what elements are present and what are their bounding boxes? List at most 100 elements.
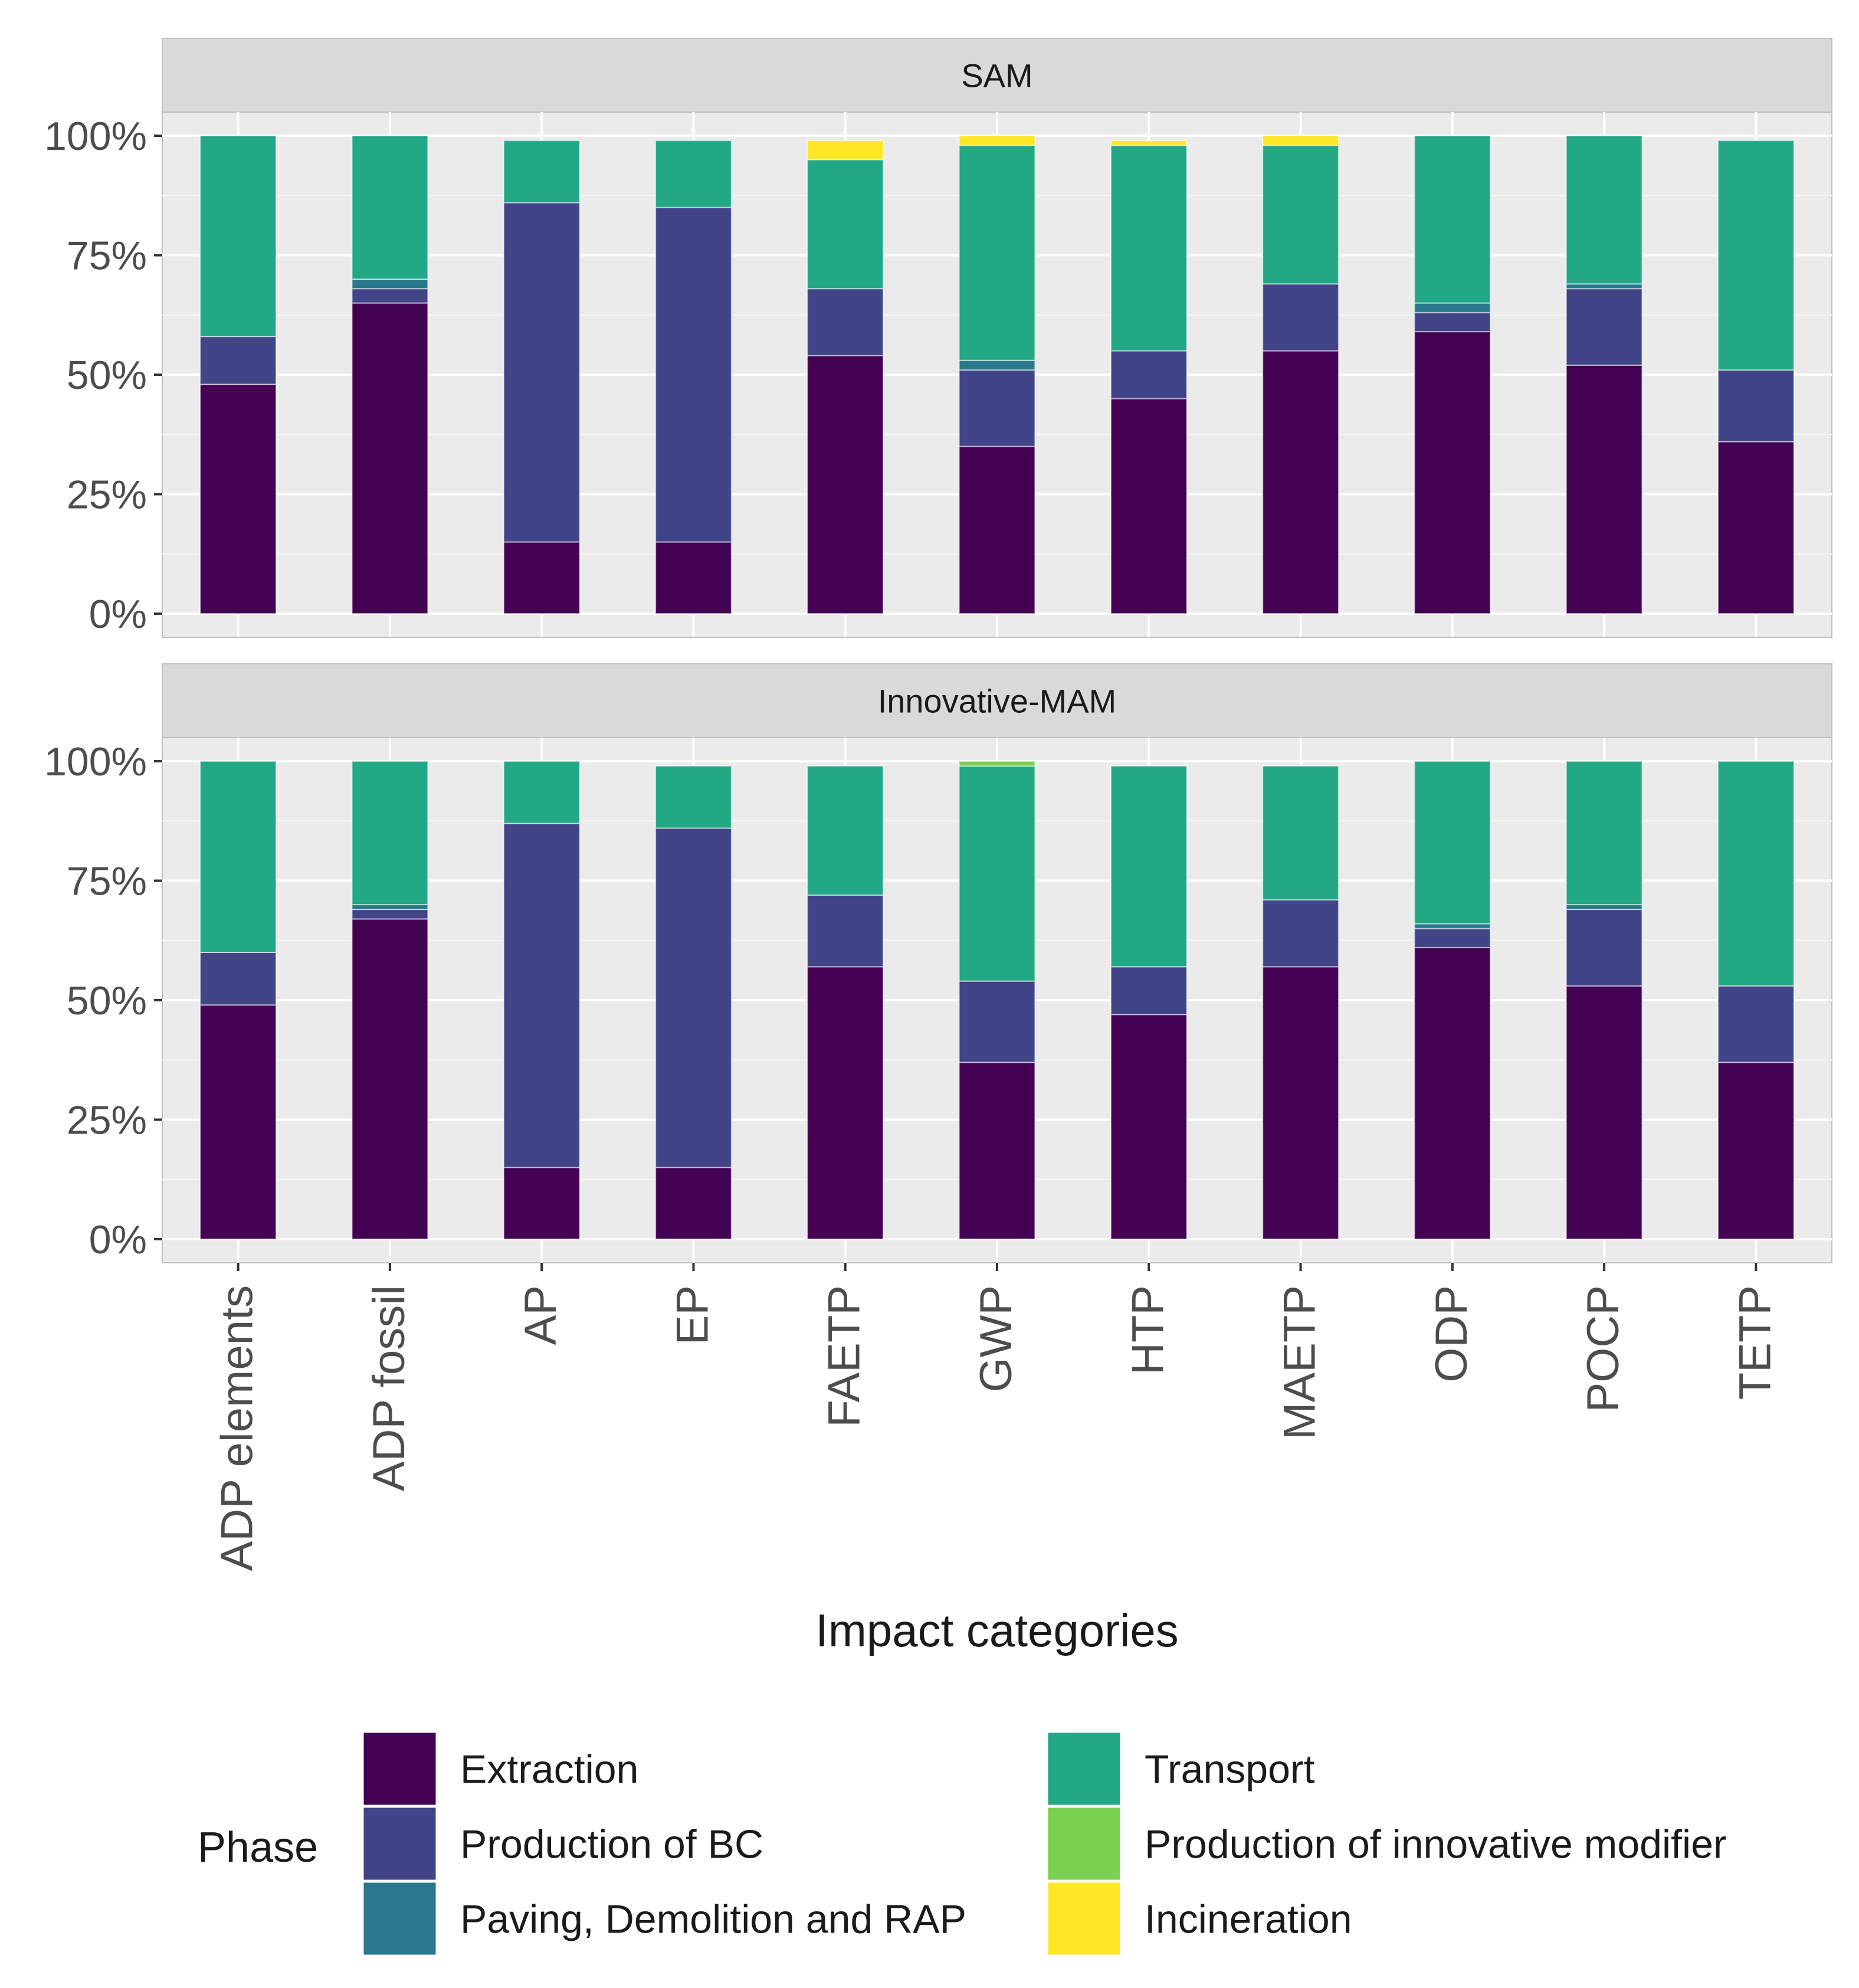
bar-sam-gwp-incineration: [958, 135, 1036, 146]
legend-label-production-of-bc: Production of BC: [460, 1822, 763, 1867]
bar-sam-odp-transport: [1414, 135, 1491, 304]
x-tick-label-odp: ODP: [1427, 1285, 1477, 1383]
bar-innovative-mam-gwp-production-of-innovative-modifier: [958, 761, 1036, 767]
bar-sam-faetp-incineration: [806, 140, 884, 161]
facet-title-sam: SAM: [961, 57, 1032, 94]
legend-key-extraction: [362, 1731, 438, 1807]
legend-label-incineration: Incineration: [1145, 1897, 1352, 1942]
bar-innovative-mam-odp-extraction: [1414, 946, 1491, 1240]
bar-innovative-mam-gwp-transport: [958, 765, 1036, 982]
x-tick-label-ap: AP: [516, 1285, 566, 1345]
y-tick-label: 100%: [44, 739, 147, 784]
bar-innovative-mam-adp-elements-production-of-bc: [199, 952, 277, 1006]
legend-key-paving-demolition-and-rap: [362, 1881, 438, 1957]
bar-innovative-mam-pocp-extraction: [1565, 985, 1643, 1240]
bar-innovative-mam-tetp-transport: [1717, 761, 1795, 987]
bar-sam-gwp-transport: [958, 145, 1036, 361]
x-tick-label-htp: HTP: [1123, 1285, 1173, 1375]
bar-sam-pocp-transport: [1565, 135, 1643, 285]
bar-sam-faetp-extraction: [806, 355, 884, 614]
bar-sam-maetp-transport: [1262, 145, 1339, 285]
bar-sam-gwp-extraction: [958, 446, 1036, 614]
bar-sam-htp-transport: [1110, 145, 1188, 352]
bar-innovative-mam-pocp-production-of-bc: [1565, 909, 1643, 987]
legend-key-incineration: [1046, 1881, 1122, 1957]
x-tick-label-adp-elements: ADP elements: [212, 1285, 263, 1571]
bar-innovative-mam-gwp-extraction: [958, 1062, 1036, 1240]
bar-sam-odp-extraction: [1414, 331, 1491, 614]
bar-sam-adp-fossil-production-of-bc: [351, 288, 429, 304]
bar-innovative-mam-odp-production-of-bc: [1414, 928, 1491, 948]
x-tick-label-tetp: TETP: [1730, 1285, 1780, 1400]
bar-sam-faetp-transport: [806, 159, 884, 290]
y-tick-label: 0%: [89, 592, 147, 637]
bar-sam-adp-elements-transport: [199, 135, 277, 338]
legend-title: Phase: [198, 1824, 318, 1871]
bar-innovative-mam-maetp-extraction: [1262, 966, 1339, 1240]
bar-innovative-mam-adp-elements-transport: [199, 761, 277, 954]
bar-innovative-mam-ap-transport: [503, 761, 581, 824]
bar-sam-ep-extraction: [655, 541, 732, 614]
bar-sam-gwp-paving-demolition-and-rap: [958, 359, 1036, 371]
bar-sam-adp-elements-extraction: [199, 384, 277, 614]
bar-innovative-mam-odp-paving-demolition-and-rap: [1414, 923, 1491, 929]
bar-sam-pocp-production-of-bc: [1565, 288, 1643, 366]
y-tick-label: 25%: [67, 1098, 147, 1142]
bar-innovative-mam-ep-production-of-bc: [655, 827, 732, 1168]
bar-sam-ep-transport: [655, 140, 732, 208]
bar-innovative-mam-adp-fossil-paving-demolition-and-rap: [351, 904, 429, 911]
y-tick-label: 0%: [89, 1217, 147, 1262]
bar-innovative-mam-ep-extraction: [655, 1167, 732, 1240]
bar-innovative-mam-tetp-extraction: [1717, 1062, 1795, 1240]
bar-sam-faetp-production-of-bc: [806, 288, 884, 356]
legend-label-transport: Transport: [1145, 1747, 1315, 1792]
bar-sam-adp-fossil-paving-demolition-and-rap: [351, 279, 429, 290]
x-tick-label-faetp: FAETP: [819, 1285, 870, 1427]
bar-sam-pocp-paving-demolition-and-rap: [1565, 283, 1643, 290]
bar-innovative-mam-faetp-transport: [806, 765, 884, 896]
legend-label-extraction: Extraction: [460, 1747, 638, 1792]
y-tick-label: 25%: [67, 472, 147, 517]
bar-sam-maetp-production-of-bc: [1262, 283, 1339, 352]
bar-innovative-mam-adp-fossil-extraction: [351, 918, 429, 1240]
x-tick-label-adp-fossil: ADP fossil: [364, 1285, 414, 1491]
y-tick-label: 75%: [67, 859, 147, 904]
y-tick-label: 75%: [67, 234, 147, 279]
bar-sam-htp-production-of-bc: [1110, 350, 1188, 399]
legend-key-production-of-innovative-modifier: [1046, 1806, 1122, 1882]
bar-innovative-mam-maetp-production-of-bc: [1262, 899, 1339, 968]
bar-sam-ap-transport: [503, 140, 581, 204]
legend-label-production-of-innovative-modifier: Production of innovative modifier: [1145, 1822, 1727, 1867]
bar-sam-odp-production-of-bc: [1414, 312, 1491, 333]
bar-sam-tetp-production-of-bc: [1717, 369, 1795, 443]
bar-sam-tetp-transport: [1717, 140, 1795, 371]
bar-sam-ap-extraction: [503, 541, 581, 614]
bar-sam-odp-paving-demolition-and-rap: [1414, 302, 1491, 313]
bar-innovative-mam-faetp-production-of-bc: [806, 894, 884, 968]
x-tick-label-pocp: POCP: [1578, 1285, 1628, 1412]
facet-strip-sam: [162, 38, 1832, 113]
bar-innovative-mam-adp-elements-extraction: [199, 1004, 277, 1240]
bar-innovative-mam-htp-extraction: [1110, 1014, 1188, 1240]
bar-sam-maetp-incineration: [1262, 135, 1339, 146]
x-tick-label-ep: EP: [667, 1285, 717, 1345]
legend-key-production-of-bc: [362, 1806, 438, 1882]
bar-innovative-mam-pocp-transport: [1565, 761, 1643, 906]
bar-sam-adp-fossil-extraction: [351, 302, 429, 614]
bar-sam-htp-incineration: [1110, 140, 1188, 146]
bar-sam-maetp-extraction: [1262, 350, 1339, 614]
x-tick-label-gwp: GWP: [971, 1285, 1021, 1393]
y-tick-label: 50%: [67, 353, 147, 398]
bar-sam-adp-fossil-transport: [351, 135, 429, 280]
x-tick-label-maetp: MAETP: [1275, 1285, 1325, 1440]
facet-title-innovative-mam: Innovative-MAM: [878, 683, 1117, 720]
x-axis-title: Impact categories: [815, 1604, 1179, 1656]
bar-innovative-mam-ep-transport: [655, 765, 732, 829]
bar-sam-pocp-extraction: [1565, 364, 1643, 614]
bar-innovative-mam-pocp-paving-demolition-and-rap: [1565, 904, 1643, 911]
bar-innovative-mam-ap-production-of-bc: [503, 823, 581, 1168]
bar-innovative-mam-adp-fossil-production-of-bc: [351, 909, 429, 920]
bar-innovative-mam-ap-extraction: [503, 1167, 581, 1240]
bar-innovative-mam-maetp-transport: [1262, 765, 1339, 900]
bar-sam-tetp-extraction: [1717, 441, 1795, 614]
